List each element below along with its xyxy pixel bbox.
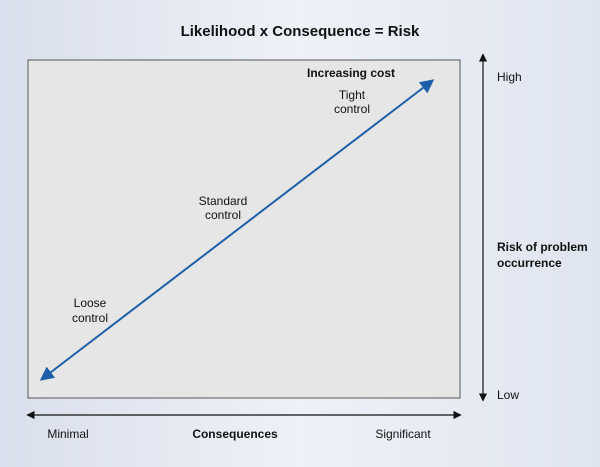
control-label: control bbox=[334, 102, 370, 116]
risk-arrow bbox=[39, 79, 435, 381]
control-label: Standard bbox=[199, 194, 248, 208]
minimal-label: Minimal bbox=[47, 427, 88, 441]
significant-label: Significant bbox=[375, 427, 431, 441]
control-label: control bbox=[72, 311, 108, 325]
y-title: Risk of problem bbox=[497, 240, 588, 254]
high-label: High bbox=[497, 70, 522, 84]
x-title: Consequences bbox=[192, 427, 278, 441]
y-title: occurrence bbox=[497, 256, 562, 270]
control-label: Tight bbox=[339, 88, 366, 102]
cost-label: Increasing cost bbox=[307, 66, 395, 80]
plot-box bbox=[27, 59, 461, 399]
title: Likelihood x Consequence = Risk bbox=[181, 23, 420, 40]
control-label: Loose bbox=[74, 296, 107, 310]
control-label: control bbox=[205, 208, 241, 222]
low-label: Low bbox=[497, 388, 519, 402]
